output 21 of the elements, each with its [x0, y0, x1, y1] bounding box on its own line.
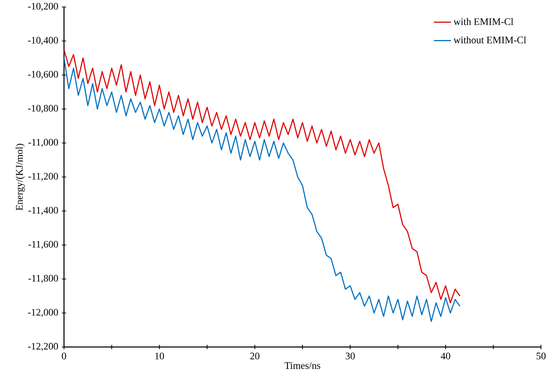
y-tick-label: -11,600 [28, 240, 58, 250]
y-tick-label: -12,000 [28, 308, 58, 318]
x-tick-label: 50 [536, 352, 546, 360]
x-tick-label: 40 [440, 352, 450, 360]
legend-label: without EMIM-Cl [454, 36, 526, 44]
x-axis-title: Times/ns [284, 362, 320, 369]
y-tick-label: -11,400 [28, 206, 58, 216]
y-tick-label: -10,800 [28, 104, 58, 114]
y-tick-label: -10,400 [28, 36, 58, 46]
x-tick-label: 20 [250, 352, 260, 360]
y-tick-label: -11,800 [28, 274, 58, 284]
y-tick-label: -11,200 [28, 172, 58, 182]
legend-label: with EMIM-Cl [454, 18, 514, 25]
y-axis-title: Energy/(KJ/mol) [16, 144, 25, 210]
x-tick-label: 0 [62, 352, 66, 360]
y-tick-label: -11,000 [28, 138, 58, 148]
y-tick-label: -10,600 [28, 70, 58, 80]
x-tick-label: 10 [155, 352, 164, 360]
y-tick-label: -12,200 [28, 342, 58, 352]
x-tick-label: 30 [346, 352, 355, 360]
y-tick-label: -10,200 [28, 2, 58, 12]
